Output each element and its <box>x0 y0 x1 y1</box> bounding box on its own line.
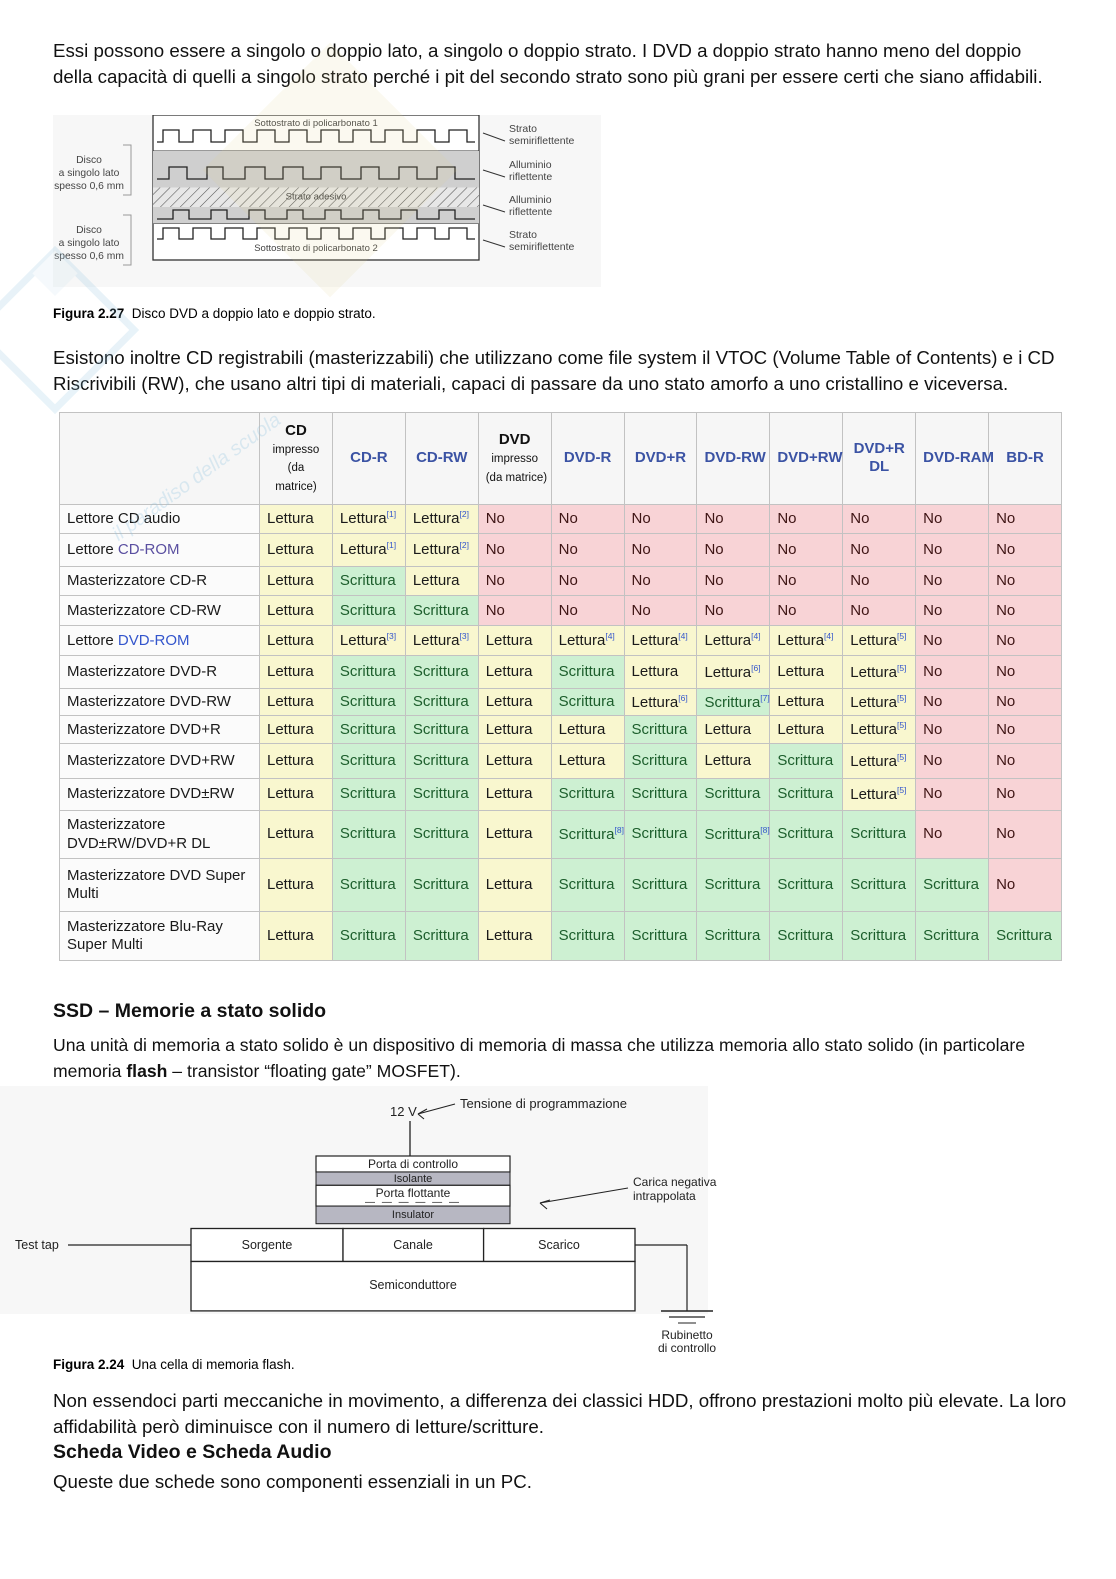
svg-text:Alluminio: Alluminio <box>509 194 552 206</box>
svg-text:riflettente: riflettente <box>509 171 552 183</box>
svg-text:a singolo lato: a singolo lato <box>59 238 120 249</box>
svg-text:semiriflettente: semiriflettente <box>509 241 575 253</box>
svg-text:Strato: Strato <box>509 123 537 135</box>
svg-text:semiriflettente: semiriflettente <box>509 135 575 147</box>
svg-text:Sorgente: Sorgente <box>242 1238 293 1252</box>
svg-text:di controllo: di controllo <box>658 1341 716 1355</box>
svg-text:Rubinetto: Rubinetto <box>661 1328 713 1342</box>
svg-text:Sottostrato di policarbonato 2: Sottostrato di policarbonato 2 <box>254 243 378 254</box>
svg-text:Test tap: Test tap <box>15 1238 59 1252</box>
svg-text:spesso 0,6 mm: spesso 0,6 mm <box>54 251 124 262</box>
svg-text:Scarico: Scarico <box>538 1238 580 1252</box>
svg-text:Canale: Canale <box>393 1238 433 1252</box>
svg-text:Disco: Disco <box>76 155 102 166</box>
svg-text:Carica negativa: Carica negativa <box>633 1175 717 1189</box>
svg-text:Strato adesivo: Strato adesivo <box>286 192 347 203</box>
svg-text:Insulator: Insulator <box>392 1209 435 1221</box>
svg-text:Disco: Disco <box>76 225 102 236</box>
svg-text:spesso 0,6 mm: spesso 0,6 mm <box>54 181 124 192</box>
svg-text:Semiconduttore: Semiconduttore <box>369 1278 457 1292</box>
svg-text:Porta di controllo: Porta di controllo <box>368 1157 458 1171</box>
svg-text:Sottostrato di policarbonato 1: Sottostrato di policarbonato 1 <box>254 118 378 129</box>
svg-text:Isolante: Isolante <box>394 1173 433 1185</box>
svg-text:Tensione di programmazione: Tensione di programmazione <box>460 1096 627 1111</box>
svg-text:riflettente: riflettente <box>509 206 552 218</box>
svg-text:intrappolata: intrappolata <box>633 1189 696 1203</box>
svg-text:a singolo lato: a singolo lato <box>59 168 120 179</box>
svg-text:12 V: 12 V <box>390 1104 417 1119</box>
svg-text:Alluminio: Alluminio <box>509 159 552 171</box>
svg-text:Strato: Strato <box>509 229 537 241</box>
